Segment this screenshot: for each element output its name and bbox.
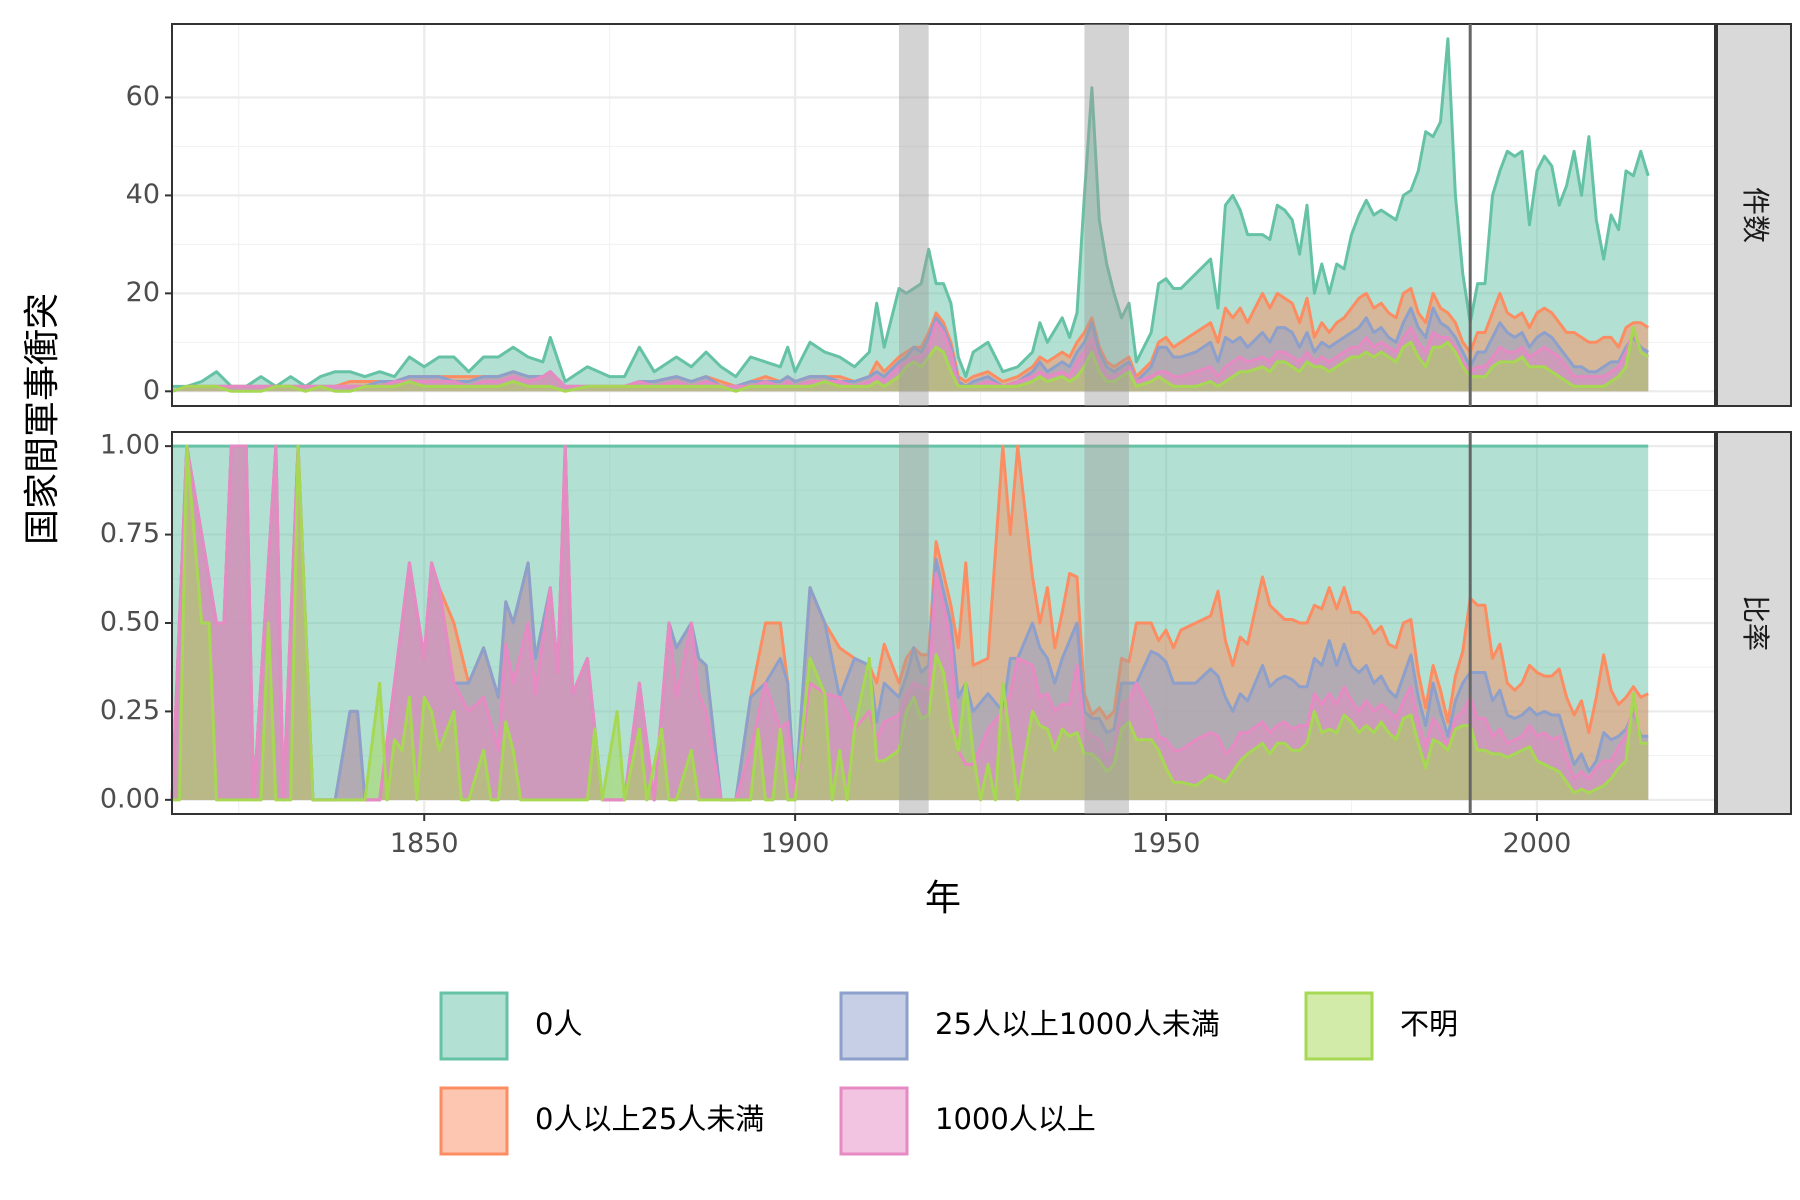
war-period-shade	[898, 24, 929, 406]
area-1000--series	[172, 446, 1649, 800]
war-period-shade	[1084, 432, 1129, 814]
panel-count-y-ticks: 0 20 40 60	[126, 81, 172, 406]
panel-ratio-lines	[170, 444, 1649, 802]
legend-item--: 不明	[1304, 991, 1458, 1061]
war-period-shade	[1084, 24, 1129, 406]
legend: 0人 25人以上1000人未満 不明 0人以上25人未満 1000人以上	[439, 991, 1458, 1156]
y-axis-title: 国家間軍事衝突	[22, 293, 63, 545]
legend-key	[839, 991, 909, 1061]
panel-ratio-areas	[172, 446, 1649, 800]
strip-count-label: 件数	[1739, 187, 1772, 243]
panel-count-lines	[171, 37, 1650, 393]
panel-count: 件数 0 20 40 60	[126, 23, 1792, 407]
line---series	[172, 444, 1649, 802]
legend-label: 0人	[535, 1007, 582, 1041]
x-tick-label: 1850	[390, 828, 459, 859]
x-axis-ticks: 1850 1900 1950 2000	[390, 814, 1571, 859]
x-tick-label: 2000	[1503, 828, 1572, 859]
y-tick-label: 0.25	[100, 695, 160, 726]
legend-key	[439, 991, 509, 1061]
panel-count-war-shading	[898, 24, 1129, 406]
line-25-1000--series	[170, 444, 1649, 802]
y-tick-label: 0.75	[100, 518, 160, 549]
x-axis-title: 年	[925, 878, 961, 919]
strip-ratio-label: 比率	[1739, 595, 1772, 651]
area---series	[172, 446, 1649, 800]
panel-ratio-war-shading	[898, 432, 1129, 814]
x-tick-label: 1900	[761, 828, 830, 859]
y-tick-label: 60	[126, 81, 160, 112]
war-period-shade	[898, 432, 929, 814]
legend-item-1000-: 1000人以上	[839, 1086, 1096, 1156]
panel-ratio: 比率 0.00 0.25 0.50 0.75 1.00	[100, 430, 1792, 815]
line-1000--series	[170, 444, 1649, 802]
legend-item-0-: 0人	[439, 991, 582, 1061]
x-tick-label: 1950	[1132, 828, 1201, 859]
line---series	[171, 326, 1650, 393]
strip-ratio-box	[1716, 431, 1792, 815]
y-tick-label: 20	[126, 277, 160, 308]
legend-label: 25人以上1000人未満	[935, 1007, 1220, 1041]
line-25-1000--series	[171, 306, 1650, 393]
y-tick-label: 0	[143, 375, 160, 406]
legend-key	[839, 1086, 909, 1156]
panel-ratio-y-ticks: 0.00 0.25 0.50 0.75 1.00	[100, 430, 172, 814]
line-0--series	[172, 37, 1650, 388]
y-tick-label: 0.50	[100, 607, 160, 638]
legend-key	[1304, 991, 1374, 1061]
legend-label: 不明	[1400, 1007, 1458, 1041]
y-tick-label: 1.00	[100, 430, 160, 461]
legend-item-0-25-: 0人以上25人未満	[439, 1086, 764, 1156]
area---series	[172, 327, 1649, 392]
y-tick-label: 40	[126, 179, 160, 210]
legend-item-25-1000-: 25人以上1000人未満	[839, 991, 1220, 1061]
legend-label: 0人以上25人未満	[535, 1102, 764, 1136]
legend-label: 1000人以上	[935, 1102, 1096, 1136]
line-1000--series	[171, 321, 1650, 393]
y-tick-label: 0.00	[100, 783, 160, 814]
strip-count-box	[1716, 23, 1792, 407]
legend-key	[439, 1086, 509, 1156]
panel-count-border	[171, 23, 1716, 407]
